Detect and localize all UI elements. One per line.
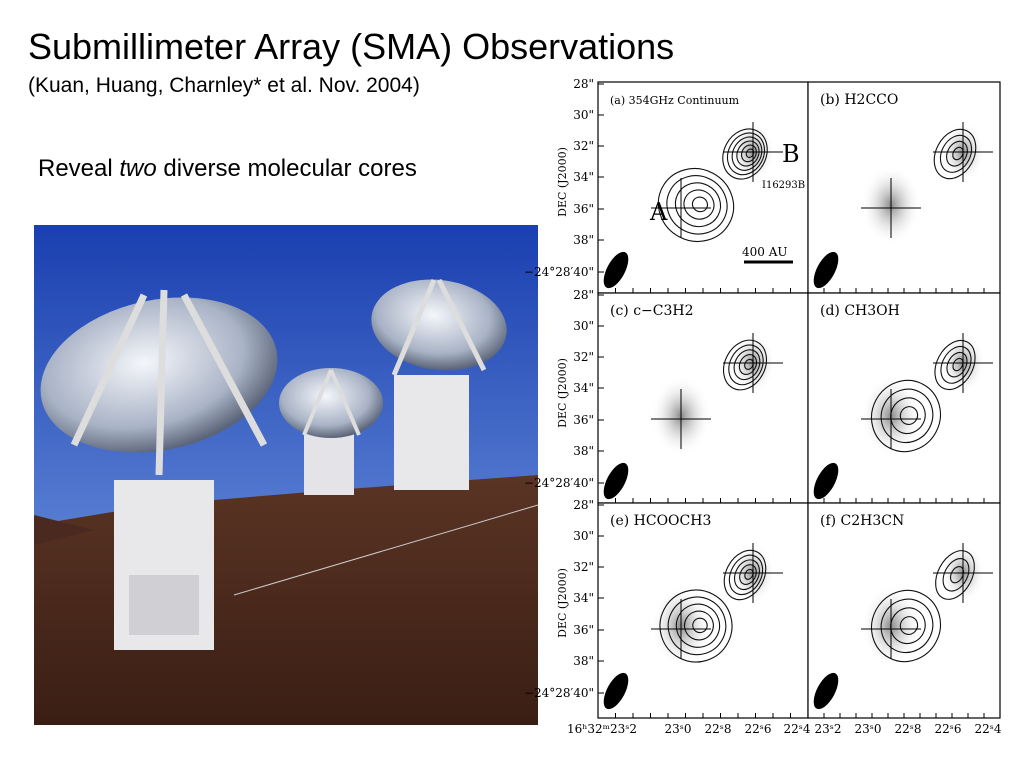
y-tick-label: 38" — [573, 444, 594, 458]
contour — [667, 596, 727, 656]
reveal-text: Reveal two diverse molecular cores — [38, 155, 417, 183]
contour — [890, 607, 926, 645]
beam — [603, 672, 629, 710]
y-axis-label: DEC (J2000) — [556, 568, 569, 638]
y-tick-label: 38" — [573, 233, 594, 247]
y-tick-label: 32" — [573, 139, 594, 153]
y-tick-label: 28" — [573, 498, 594, 512]
contour — [942, 558, 970, 592]
y-tick-label: 28" — [573, 288, 594, 302]
contour — [934, 339, 976, 391]
x-tick-label: 22ˢ8 — [705, 722, 732, 736]
y-tick-label: 34" — [573, 170, 594, 184]
antenna-left — [40, 289, 278, 650]
reveal-emphasis: two — [119, 155, 157, 182]
contour — [939, 134, 973, 173]
contour — [935, 550, 975, 600]
contour — [952, 357, 964, 372]
contour — [657, 167, 735, 243]
core-label: A — [649, 198, 668, 226]
contour — [952, 146, 964, 161]
panel-label: (d) CH3OH — [820, 303, 900, 319]
contour — [870, 379, 942, 453]
beam — [813, 672, 839, 710]
contour — [940, 345, 972, 384]
contour — [728, 554, 764, 596]
y-axis-label: DEC (J2000) — [556, 147, 569, 217]
y-tick-label: 34" — [573, 591, 594, 605]
y-tick-label: 30" — [573, 529, 594, 543]
x-tick-label: 22ˢ4 — [975, 722, 1002, 736]
panel-label: (e) HCOOCH3 — [610, 513, 711, 529]
contour — [659, 589, 733, 663]
contour — [683, 189, 715, 220]
beam — [813, 251, 839, 289]
contour — [880, 598, 934, 654]
x-tick-label: 23ˢ0 — [855, 722, 882, 736]
slide-title: Submillimeter Array (SMA) Observations — [28, 26, 675, 67]
telescope-photo — [34, 225, 538, 725]
y-tick-label: 36" — [573, 623, 594, 637]
scale-label: 400 AU — [742, 245, 788, 259]
contour — [899, 406, 919, 425]
antenna-middle — [279, 368, 383, 495]
panel-label: (f) C2H3CN — [820, 513, 904, 529]
antenna-right — [371, 278, 507, 490]
y-tick-label: 32" — [573, 560, 594, 574]
y-tick-label: 36" — [573, 202, 594, 216]
x-tick-label: 23ˢ0 — [665, 722, 692, 736]
x-tick-label: 16ʰ32ᵐ23ˢ2 — [567, 722, 637, 736]
reveal-after: diverse molecular cores — [163, 155, 417, 182]
y-axis-label: DEC (J2000) — [556, 358, 569, 428]
contour — [684, 610, 714, 641]
core-label: B — [782, 140, 800, 168]
beam — [603, 462, 629, 500]
slide-subtitle: (Kuan, Huang, Charnley* et al. Nov. 2004… — [28, 74, 420, 97]
contour — [933, 128, 977, 180]
y-tick-label: 32" — [573, 350, 594, 364]
source-label: I16293B — [762, 180, 805, 191]
beam — [813, 462, 839, 500]
beam — [603, 251, 629, 289]
reveal-before: Reveal — [38, 155, 113, 182]
contour — [899, 616, 919, 635]
panel-label: (b) H2CCO — [820, 92, 898, 108]
contour — [890, 397, 926, 435]
y-tick-label: 30" — [573, 319, 594, 333]
x-tick-label: 23ˢ2 — [815, 722, 842, 736]
panel-label: (c) c−C3H2 — [610, 303, 694, 319]
contour — [722, 128, 768, 180]
x-tick-label: 22ˢ4 — [784, 722, 811, 736]
panel-label: (a) 354GHz Continuum — [610, 94, 740, 107]
contour — [949, 566, 964, 584]
contour — [880, 388, 934, 444]
contour — [870, 589, 942, 663]
contour — [674, 182, 722, 228]
contour — [675, 603, 721, 648]
y-tick-label: 28" — [573, 77, 594, 91]
x-tick-label: 22ˢ8 — [895, 722, 922, 736]
contour — [722, 339, 768, 391]
y-tick-label: −24°28′40" — [524, 686, 594, 700]
y-tick-label: −24°28′40" — [524, 265, 594, 279]
y-tick-label: −24°28′40" — [524, 476, 594, 490]
contour — [726, 132, 766, 176]
contour — [728, 344, 764, 386]
y-tick-label: 36" — [573, 413, 594, 427]
x-tick-label: 22ˢ6 — [745, 722, 772, 736]
y-tick-label: 30" — [573, 108, 594, 122]
contour — [731, 136, 763, 171]
contour — [723, 549, 767, 601]
contour — [666, 175, 728, 235]
panel-frame — [597, 81, 809, 294]
contour — [736, 140, 760, 167]
x-tick-label: 22ˢ6 — [935, 722, 962, 736]
y-tick-label: 38" — [573, 654, 594, 668]
y-tick-label: 34" — [573, 381, 594, 395]
contour — [733, 559, 760, 591]
contour — [733, 349, 761, 381]
